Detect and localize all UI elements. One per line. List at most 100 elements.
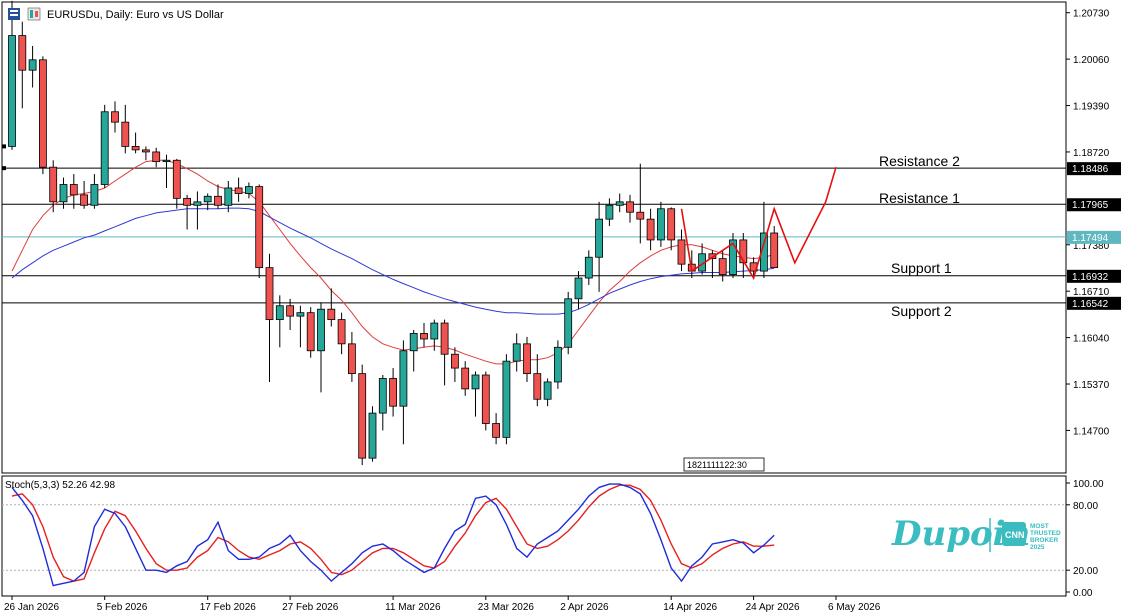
svg-text:2025: 2025 (1030, 544, 1045, 551)
candle[interactable] (543, 378, 552, 407)
candle[interactable] (708, 250, 717, 279)
candle[interactable] (667, 207, 676, 251)
candle[interactable] (296, 305, 305, 348)
candle[interactable] (533, 354, 542, 407)
candle[interactable] (409, 329, 418, 372)
candle-body (358, 373, 367, 459)
candle-body (461, 367, 470, 390)
candlesticks[interactable] (8, 0, 779, 466)
svg-text:CNN: CNN (1005, 530, 1025, 540)
candle[interactable] (183, 194, 192, 230)
candle[interactable] (481, 371, 490, 431)
candle[interactable] (677, 229, 686, 272)
candle[interactable] (141, 146, 150, 161)
candle[interactable] (358, 364, 367, 466)
candle[interactable] (18, 21, 27, 109)
price-pane-frame (1, 1, 1067, 474)
candle[interactable] (523, 336, 531, 382)
candle[interactable] (450, 347, 459, 382)
candle[interactable] (471, 371, 480, 417)
candle[interactable] (337, 312, 346, 355)
candle[interactable] (440, 319, 449, 386)
pattern-drawing[interactable] (680, 166, 837, 280)
candle[interactable] (368, 406, 377, 462)
candle[interactable] (605, 198, 614, 227)
candle-body (739, 239, 748, 264)
fast-moving-average-line (11, 159, 775, 365)
candle[interactable] (729, 232, 737, 279)
time-tick-label: 14 Apr 2026 (663, 602, 717, 613)
candle[interactable] (203, 193, 212, 211)
candle-body (141, 149, 150, 153)
candle[interactable] (306, 307, 315, 358)
candle[interactable] (8, 0, 16, 150)
candle[interactable] (214, 184, 222, 209)
candle[interactable] (265, 253, 274, 382)
candle[interactable] (224, 181, 233, 213)
candle[interactable] (39, 56, 47, 175)
candle[interactable] (255, 184, 264, 279)
candle[interactable] (584, 250, 593, 285)
candle[interactable] (574, 271, 583, 310)
candle[interactable] (49, 160, 58, 213)
candle[interactable] (461, 361, 470, 396)
candle[interactable] (193, 191, 202, 230)
candle[interactable] (275, 295, 284, 348)
candle-body (677, 239, 686, 265)
candle[interactable] (111, 101, 119, 133)
candle[interactable] (80, 181, 88, 209)
candle-body (523, 343, 531, 375)
candle-body (502, 360, 511, 438)
candle-body (347, 343, 356, 375)
candle-body (389, 378, 398, 407)
candle[interactable] (317, 302, 325, 393)
candle[interactable] (347, 332, 356, 382)
candle[interactable] (492, 413, 501, 445)
candle[interactable] (626, 194, 634, 223)
candle[interactable] (657, 201, 665, 247)
svg-text:TRUSTED: TRUSTED (1030, 530, 1061, 537)
candle[interactable] (162, 154, 171, 188)
candle[interactable] (59, 177, 68, 209)
candle[interactable] (172, 158, 181, 209)
candle[interactable] (399, 340, 408, 445)
candle[interactable] (28, 45, 37, 88)
candle[interactable] (502, 354, 511, 445)
candle[interactable] (327, 288, 336, 327)
candle[interactable] (100, 104, 109, 188)
candle[interactable] (90, 174, 99, 209)
candle[interactable] (646, 208, 655, 251)
price-tick-label: 1.18720 (1073, 148, 1110, 159)
candle[interactable] (244, 182, 253, 199)
candle[interactable] (564, 291, 573, 355)
candle[interactable] (69, 174, 78, 209)
candle[interactable] (286, 298, 295, 330)
candle-body (760, 232, 768, 272)
candle[interactable] (739, 232, 748, 279)
candle[interactable] (615, 193, 624, 213)
candle[interactable] (378, 375, 387, 431)
candle[interactable] (389, 368, 398, 417)
candle-body (595, 218, 603, 258)
candle[interactable] (718, 250, 727, 282)
candle[interactable] (554, 340, 562, 389)
candle[interactable] (234, 177, 243, 202)
candle[interactable] (131, 132, 140, 154)
zigzag-pattern-line[interactable] (680, 166, 837, 280)
support-resistance-levels[interactable]: 1.18486 1.17965 1.17494 1.16932 1.16542 (2, 144, 1121, 310)
candle-body (636, 211, 645, 220)
price-tick-label: 1.14700 (1073, 426, 1110, 437)
candle[interactable] (152, 147, 161, 168)
candle[interactable] (420, 323, 428, 348)
candle[interactable] (430, 319, 439, 351)
candle[interactable] (595, 201, 603, 292)
candle[interactable] (121, 104, 130, 154)
candle-body (708, 253, 717, 260)
candle-body (574, 277, 583, 300)
candle[interactable] (760, 201, 768, 279)
candle-body (492, 423, 501, 438)
candle[interactable] (636, 163, 645, 244)
candle[interactable] (770, 226, 779, 269)
candle[interactable] (512, 333, 521, 372)
